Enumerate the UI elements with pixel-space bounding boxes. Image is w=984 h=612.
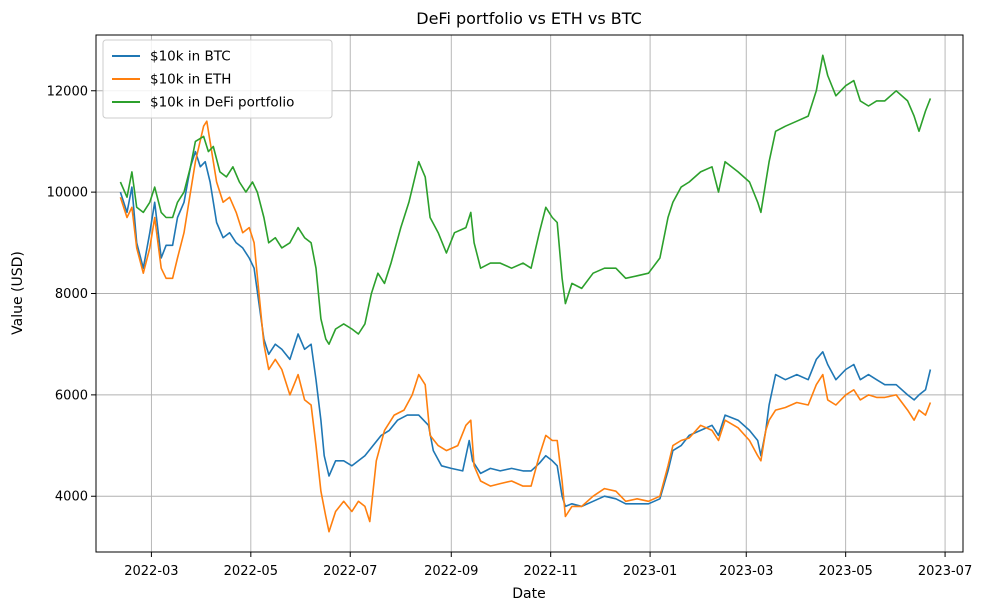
y-tick-label: 10000 bbox=[47, 186, 88, 201]
y-axis: 4000 6000 8000 10000 12000 bbox=[47, 84, 96, 505]
y-axis-title: Value (USD) bbox=[10, 251, 26, 335]
x-tick-label: 2023-05 bbox=[818, 564, 872, 579]
x-tick-label: 2023-01 bbox=[623, 564, 677, 579]
legend-label: $10k in DeFi portfolio bbox=[150, 95, 294, 111]
x-axis: 2022-03 2022-05 2022-07 2022-09 2022-11 2023-… bbox=[124, 552, 972, 579]
x-tick-label: 2022-09 bbox=[424, 564, 478, 579]
grid bbox=[96, 35, 963, 552]
series-line-1 bbox=[119, 150, 932, 508]
x-tick-label: 2023-07 bbox=[918, 564, 972, 579]
x-tick-label: 2022-11 bbox=[524, 564, 578, 579]
x-tick-label: 2023-03 bbox=[719, 564, 773, 579]
legend: $10k in BTC $10k in ETH $10k in DeFi portf… bbox=[102, 39, 333, 119]
chart-title: DeFi portfolio vs ETH vs BTC bbox=[416, 9, 641, 28]
legend-box bbox=[102, 39, 333, 119]
y-tick-label: 12000 bbox=[47, 84, 88, 99]
legend-label: $10k in ETH bbox=[150, 72, 231, 88]
x-axis-title: Date bbox=[512, 586, 545, 602]
series-line-3 bbox=[119, 54, 932, 345]
x-tick-label: 2022-05 bbox=[224, 564, 278, 579]
y-tick-label: 6000 bbox=[55, 388, 88, 403]
legend-label: $10k in BTC bbox=[150, 49, 231, 65]
series-lines bbox=[119, 54, 932, 533]
series-line-2 bbox=[119, 120, 932, 533]
x-tick-label: 2022-07 bbox=[323, 564, 377, 579]
y-tick-label: 8000 bbox=[55, 287, 88, 302]
y-tick-label: 4000 bbox=[55, 490, 88, 505]
x-tick-label: 2022-03 bbox=[124, 564, 178, 579]
